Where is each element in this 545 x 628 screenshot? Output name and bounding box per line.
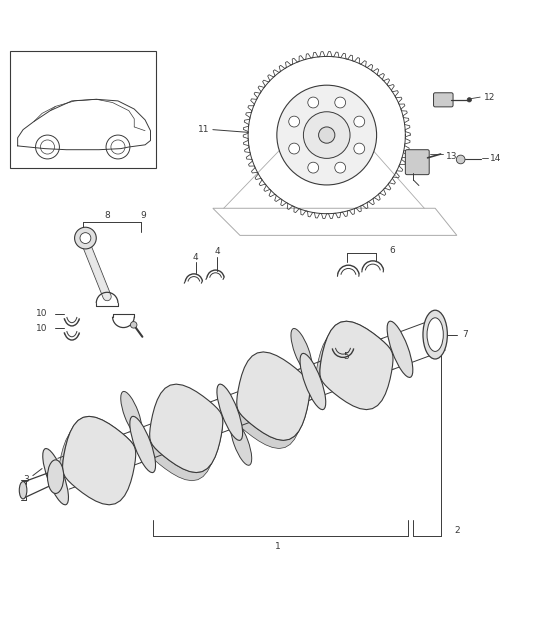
Text: 12: 12 — [484, 92, 495, 102]
Ellipse shape — [300, 354, 326, 409]
Text: 7: 7 — [462, 330, 468, 339]
Circle shape — [80, 232, 91, 244]
Polygon shape — [146, 415, 223, 480]
Text: 13: 13 — [446, 152, 457, 161]
Ellipse shape — [47, 460, 64, 494]
Text: 5: 5 — [343, 352, 349, 361]
Bar — [9, 51, 156, 168]
Text: 9: 9 — [141, 211, 146, 220]
Text: 11: 11 — [198, 125, 209, 134]
Circle shape — [308, 162, 319, 173]
Circle shape — [335, 162, 346, 173]
Text: 8: 8 — [104, 211, 110, 220]
Ellipse shape — [427, 318, 443, 352]
Ellipse shape — [121, 391, 142, 436]
Circle shape — [289, 116, 300, 127]
Ellipse shape — [423, 310, 447, 359]
Ellipse shape — [291, 328, 312, 374]
FancyBboxPatch shape — [433, 93, 453, 107]
Text: 2: 2 — [454, 526, 459, 536]
Text: 4: 4 — [214, 247, 220, 256]
Text: 3: 3 — [23, 475, 29, 484]
Circle shape — [335, 97, 346, 108]
Ellipse shape — [387, 321, 413, 377]
Text: 1: 1 — [275, 541, 281, 551]
Polygon shape — [316, 321, 392, 387]
Text: 10: 10 — [37, 310, 48, 318]
Polygon shape — [150, 384, 223, 473]
Circle shape — [354, 143, 365, 154]
Polygon shape — [63, 416, 136, 505]
Text: 6: 6 — [389, 246, 395, 254]
Polygon shape — [58, 416, 135, 482]
Circle shape — [456, 155, 465, 164]
FancyBboxPatch shape — [405, 149, 429, 175]
Circle shape — [354, 116, 365, 127]
Circle shape — [130, 322, 137, 328]
Text: 10: 10 — [37, 323, 48, 333]
Ellipse shape — [217, 384, 243, 440]
Polygon shape — [237, 352, 310, 440]
Ellipse shape — [19, 482, 27, 499]
Ellipse shape — [231, 420, 252, 465]
Text: 4: 4 — [193, 252, 198, 262]
Circle shape — [467, 97, 471, 102]
Polygon shape — [233, 383, 310, 448]
Circle shape — [308, 97, 319, 108]
Ellipse shape — [130, 416, 155, 473]
Text: 14: 14 — [489, 154, 501, 163]
Circle shape — [289, 143, 300, 154]
Circle shape — [319, 127, 335, 143]
Circle shape — [304, 112, 350, 158]
Polygon shape — [320, 321, 393, 409]
Ellipse shape — [43, 448, 69, 505]
Circle shape — [75, 227, 96, 249]
Circle shape — [277, 85, 377, 185]
